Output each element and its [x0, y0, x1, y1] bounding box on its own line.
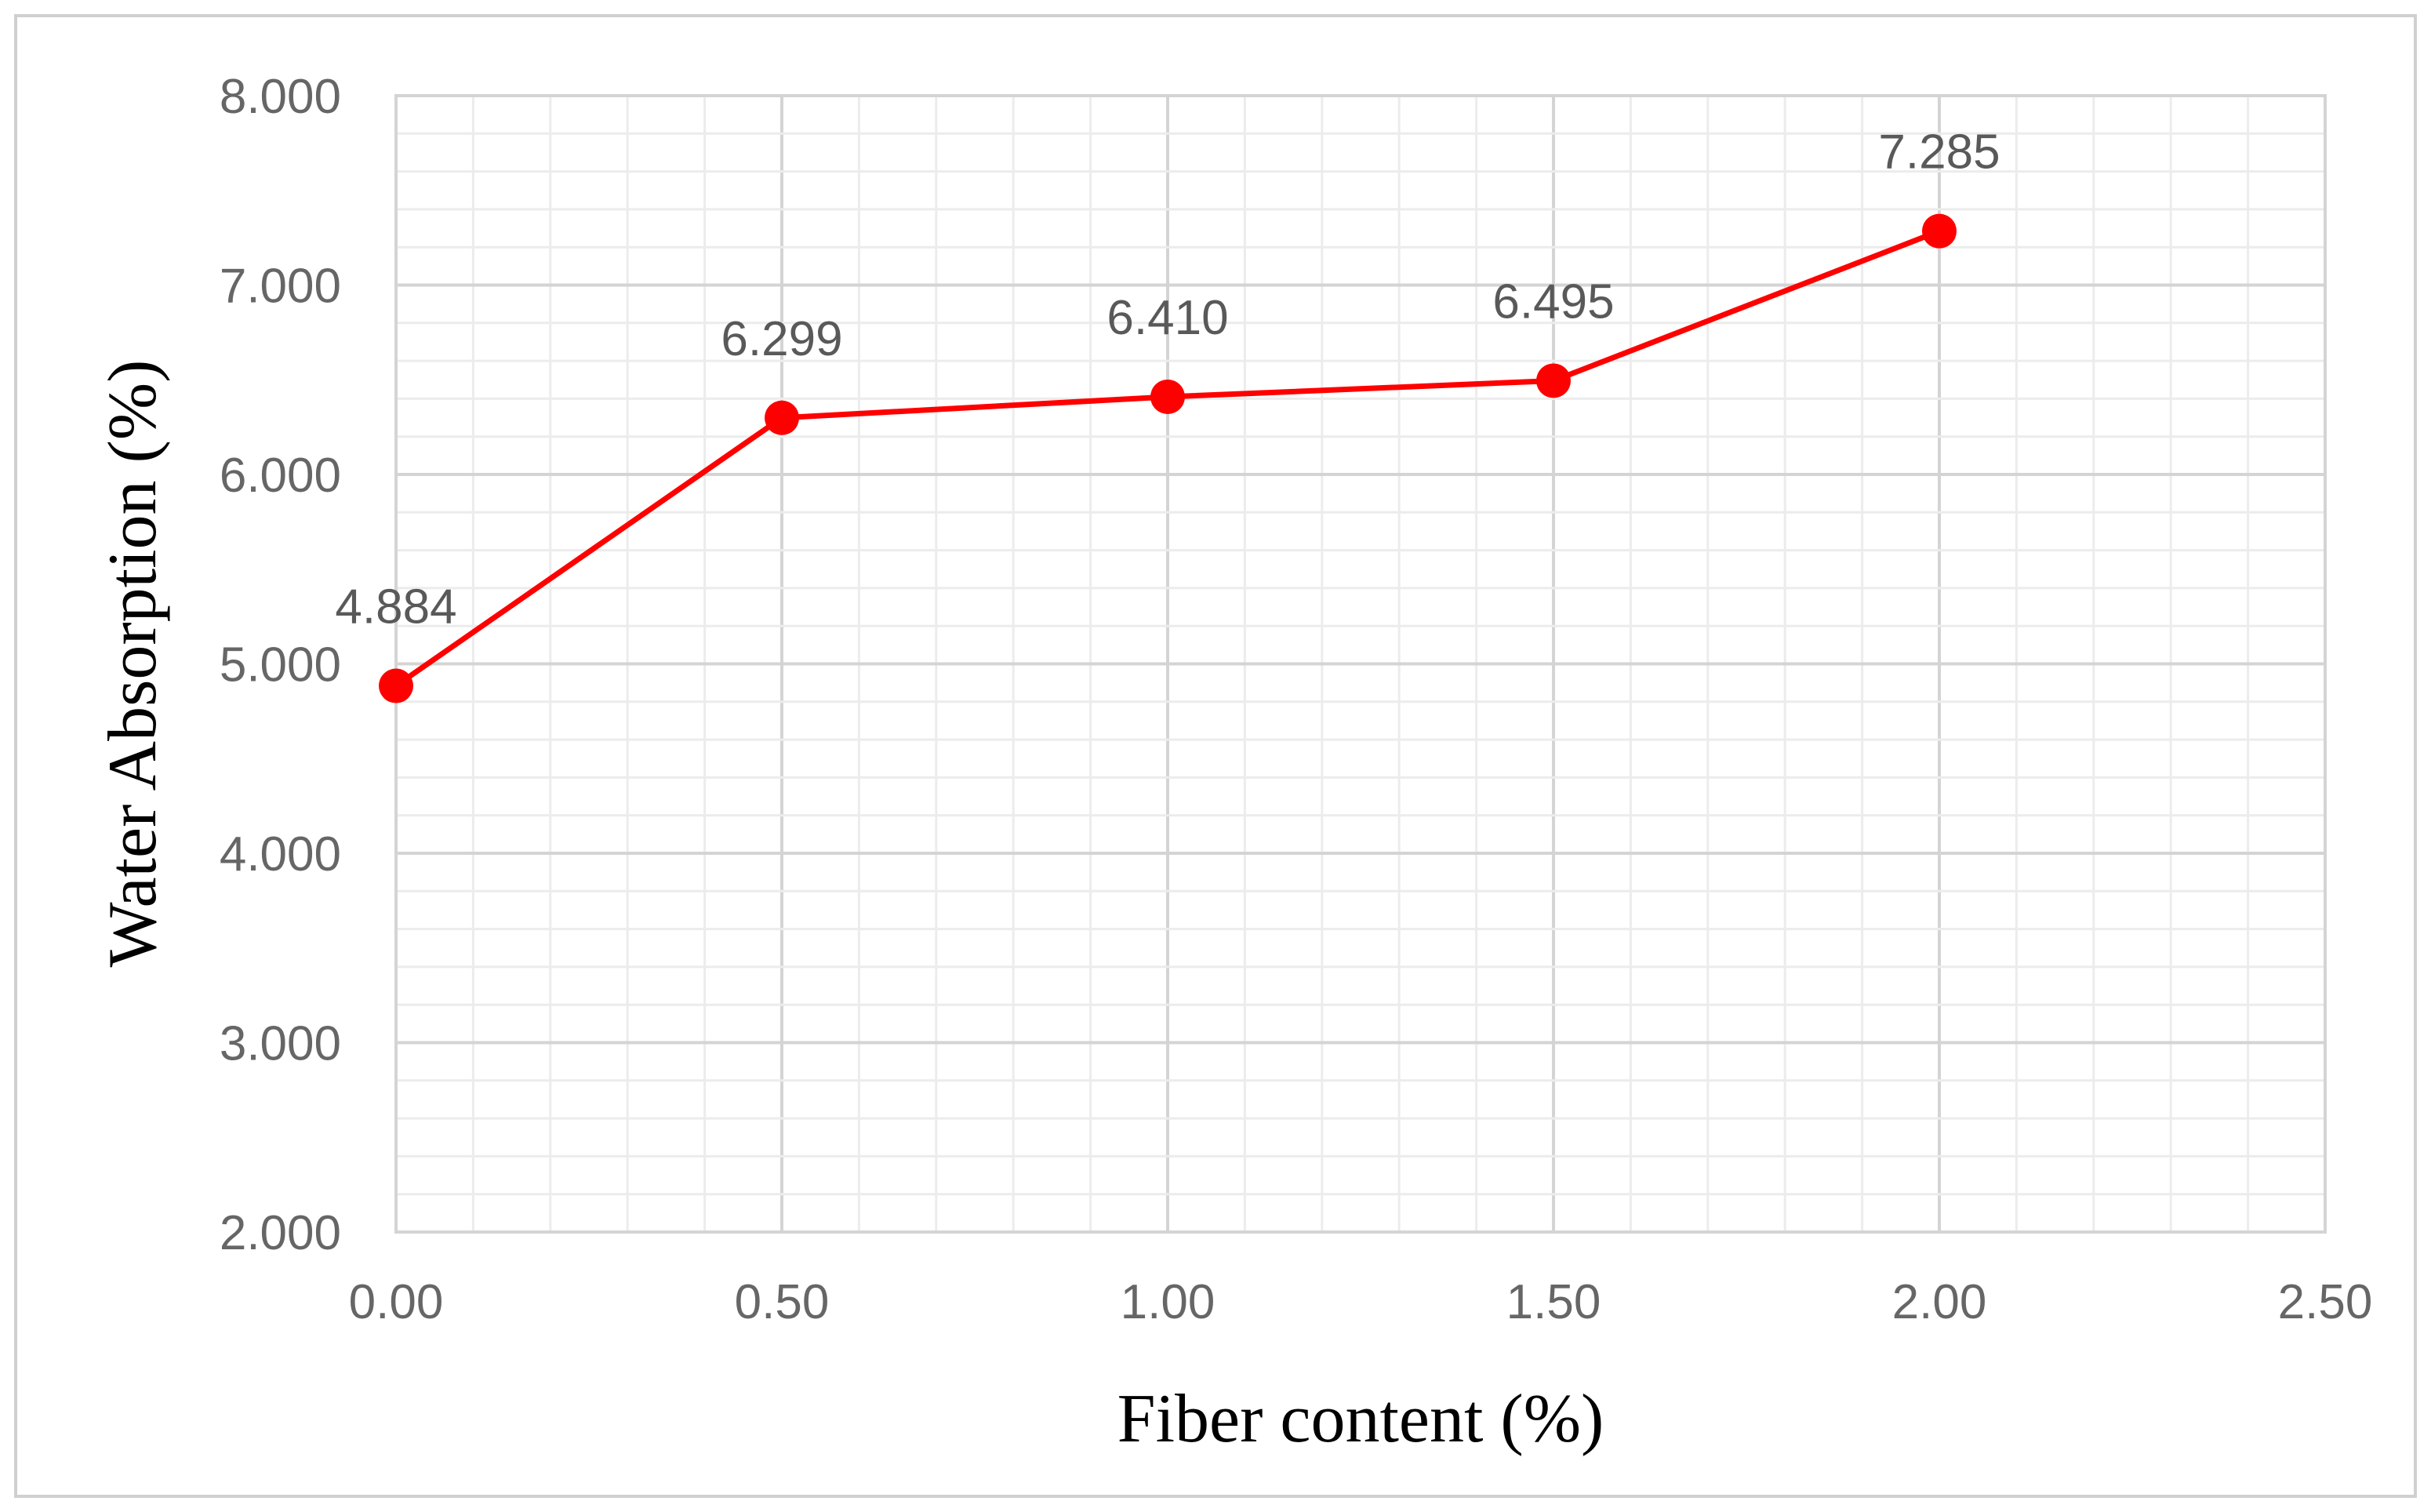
data-label: 4.884 [335, 580, 456, 634]
chart-frame [14, 14, 2417, 1498]
data-point [765, 400, 799, 435]
data-point [1922, 213, 1957, 249]
y-tick-label: 8.000 [220, 70, 341, 124]
y-tick-label: 2.000 [220, 1206, 341, 1260]
x-axis-title: Fiber content (%) [1117, 1381, 1604, 1457]
y-tick-label: 6.000 [220, 449, 341, 503]
y-tick-label: 4.000 [220, 827, 341, 881]
x-tick-label: 1.50 [1506, 1275, 1601, 1329]
x-tick-label: 0.00 [349, 1275, 444, 1329]
data-label: 6.299 [721, 312, 842, 366]
data-point [379, 668, 413, 703]
y-tick-label: 7.000 [220, 260, 341, 314]
y-axis-ticks: 2.000 3.000 4.000 5.000 6.000 7.000 8.000 [220, 70, 341, 1260]
series [379, 213, 1957, 703]
x-tick-label: 2.00 [1892, 1275, 1987, 1329]
plot-area [394, 94, 2327, 1234]
data-point [1536, 363, 1571, 398]
data-label: 6.410 [1106, 291, 1228, 345]
data-label: 7.285 [1878, 125, 2000, 180]
x-tick-label: 2.50 [2278, 1275, 2373, 1329]
y-tick-label: 5.000 [220, 638, 341, 692]
y-axis-title: Water Absorption (%) [95, 360, 171, 968]
x-tick-label: 1.00 [1121, 1275, 1216, 1329]
grid [394, 94, 2327, 1234]
data-point [1150, 379, 1185, 414]
x-tick-label: 0.50 [735, 1275, 830, 1329]
data-label: 6.495 [1492, 274, 1614, 329]
x-axis-ticks: 0.00 0.50 1.00 1.50 2.00 2.50 [349, 1275, 2373, 1329]
y-tick-label: 3.000 [220, 1017, 341, 1071]
data-labels: 4.884 6.299 6.410 6.495 7.285 [335, 125, 2000, 634]
